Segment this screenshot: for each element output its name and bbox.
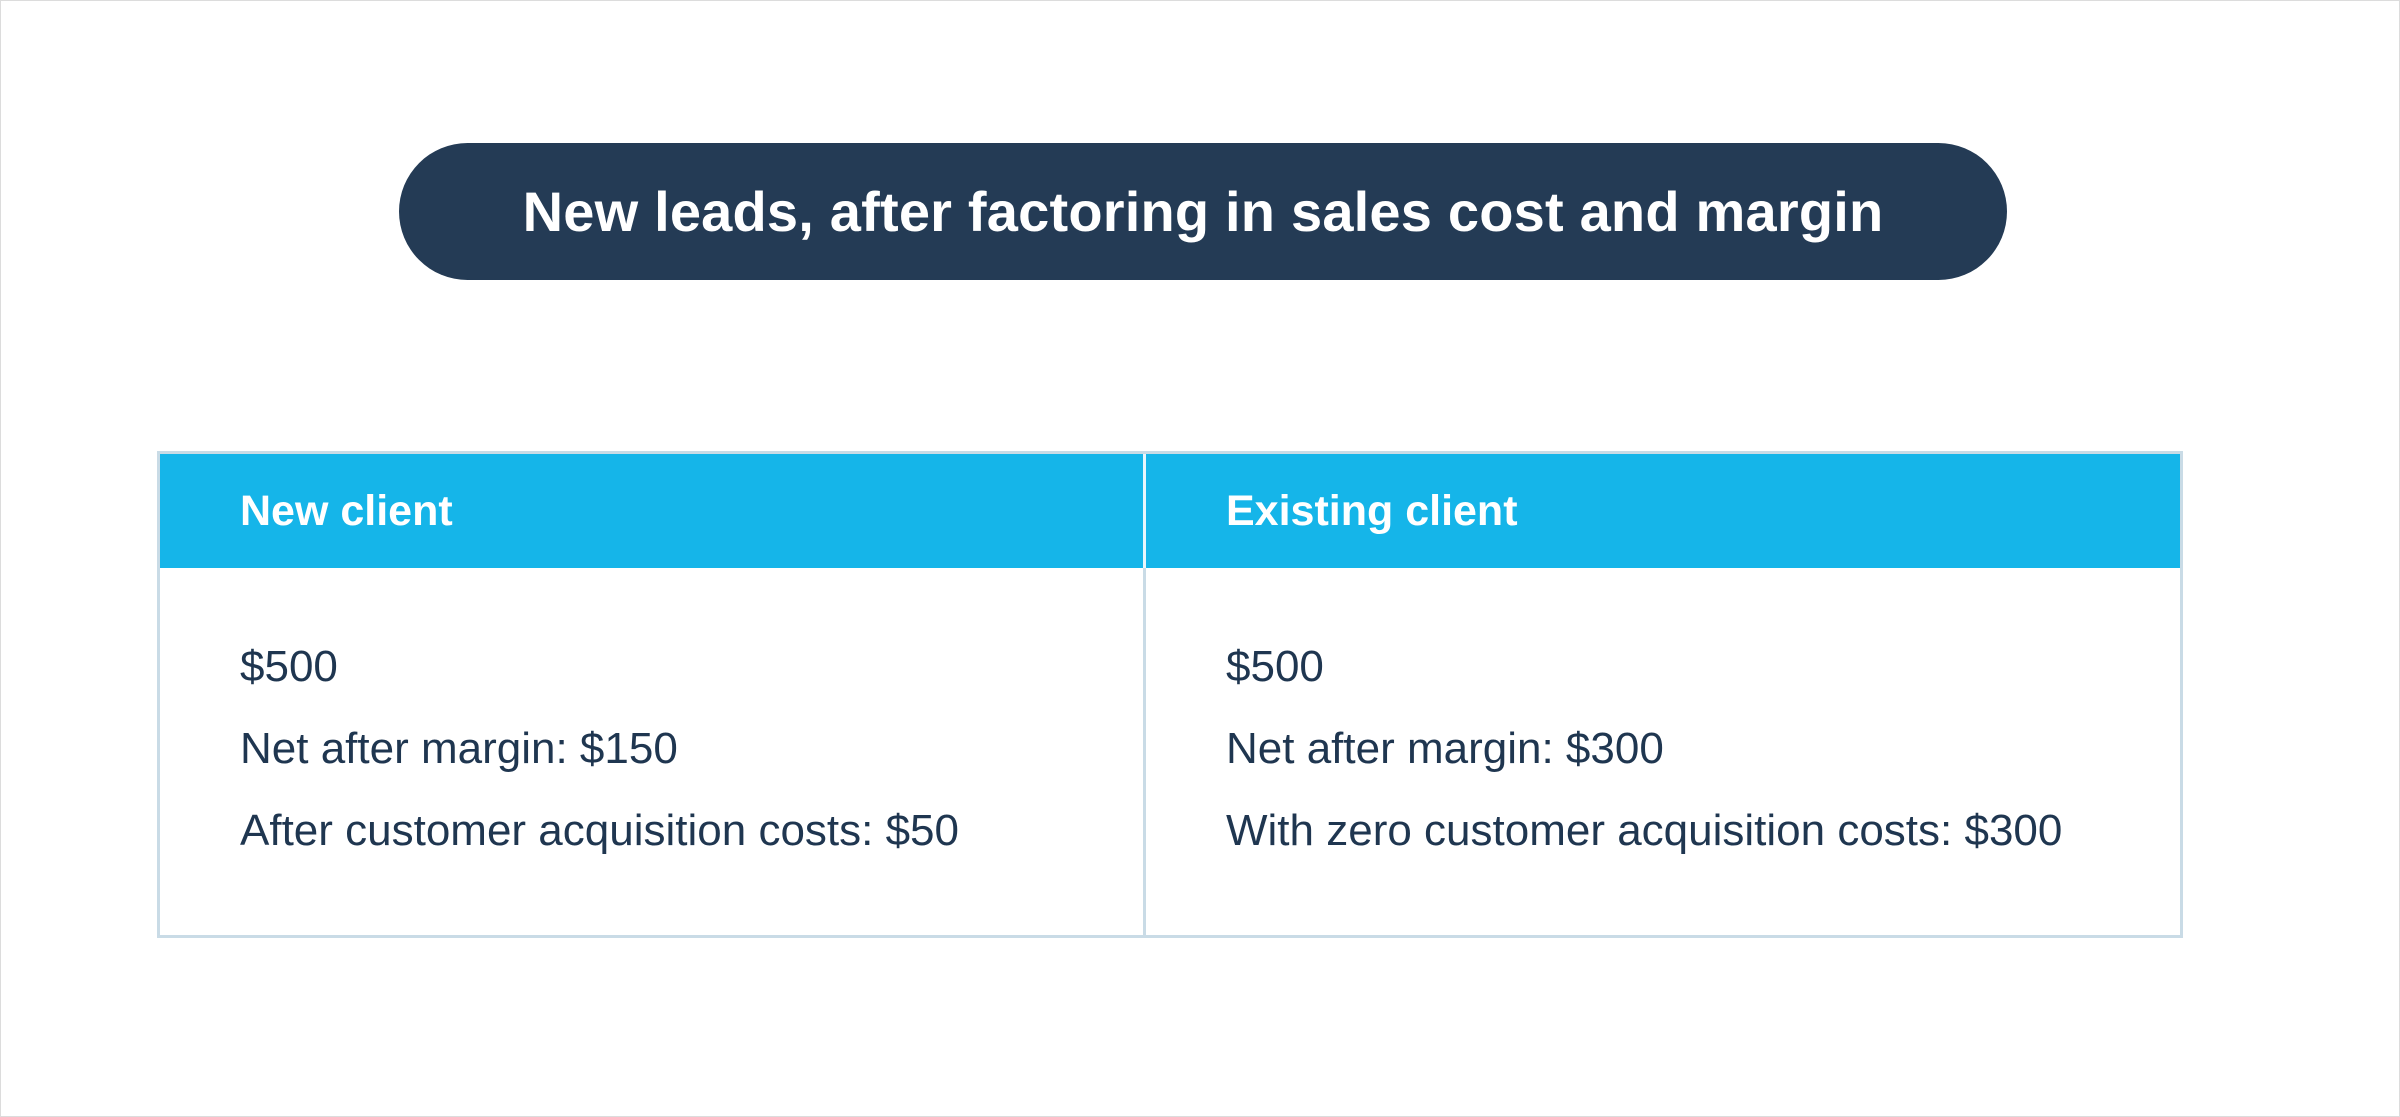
header-cell-existing-client: Existing client — [1143, 454, 2180, 568]
body-cell-existing-client: $500 Net after margin: $300 With zero cu… — [1143, 568, 2180, 935]
revenue-value: $500 — [1226, 642, 1324, 691]
after-acquisition-costs: After customer acquisition costs: $50 — [240, 806, 959, 855]
header-label: New client — [240, 486, 453, 535]
body-cell-new-client: $500 Net after margin: $150 After custom… — [160, 568, 1143, 935]
net-after-margin: Net after margin: $150 — [240, 724, 678, 773]
title-banner: New leads, after factoring in sales cost… — [399, 143, 2007, 280]
header-cell-new-client: New client — [160, 454, 1143, 568]
after-acquisition-costs: With zero customer acquisition costs: $3… — [1226, 806, 2063, 855]
table-body-row: $500 Net after margin: $150 After custom… — [160, 568, 2180, 935]
header-label: Existing client — [1226, 486, 1518, 535]
net-after-margin: Net after margin: $300 — [1226, 724, 1664, 773]
revenue-value: $500 — [240, 642, 338, 691]
page-title: New leads, after factoring in sales cost… — [522, 180, 1884, 243]
table-header-row: New client Existing client — [160, 454, 2180, 568]
comparison-table: New client Existing client $500 Net afte… — [157, 451, 2183, 938]
